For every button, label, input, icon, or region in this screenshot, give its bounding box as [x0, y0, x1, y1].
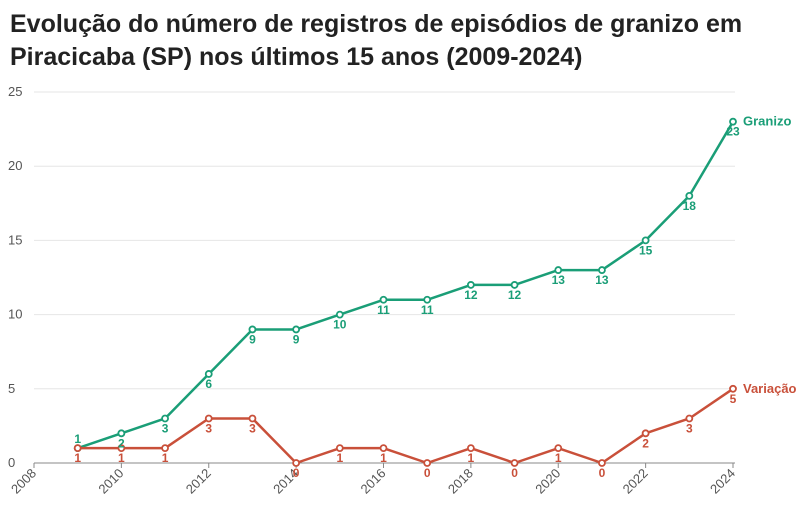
y-tick-label: 25: [8, 84, 22, 99]
data-label: 12: [508, 288, 522, 302]
data-label: 23: [726, 125, 740, 139]
data-point: [117, 444, 126, 453]
grid: [34, 91, 735, 390]
series-line-granizo: [77, 121, 735, 450]
data-label: 13: [552, 273, 566, 287]
data-label: 1: [555, 451, 562, 465]
data-point: [204, 414, 213, 423]
y-tick-label: 5: [8, 381, 15, 396]
data-point: [161, 414, 169, 423]
legend-label: Granizo: [743, 114, 791, 129]
data-point: [510, 459, 519, 467]
data-point: [729, 384, 737, 393]
data-label: 1: [162, 451, 169, 465]
data-label: 1: [74, 451, 81, 465]
data-point: [379, 295, 388, 304]
data-label: 10: [333, 318, 347, 332]
data-point: [204, 370, 213, 378]
series-line-variacao: [77, 387, 734, 465]
data-label: 1: [336, 451, 343, 465]
data-label: 3: [205, 421, 212, 435]
data-label: 1: [380, 451, 387, 465]
data-label: 18: [683, 199, 697, 213]
data-label: 0: [293, 466, 300, 480]
data-point: [423, 459, 432, 467]
data-label: 3: [249, 421, 256, 435]
data-point: [423, 295, 432, 304]
data-point: [598, 459, 606, 467]
x-tick-label: 2008: [8, 466, 39, 497]
x-tick-label: 2018: [445, 466, 476, 497]
data-point: [292, 459, 301, 467]
x-tick-label: 2020: [532, 466, 563, 497]
data-point: [641, 236, 650, 245]
data-label: 1: [118, 451, 125, 465]
x-tick-label: 2022: [620, 466, 651, 497]
data-point: [248, 325, 257, 334]
x-tick-label: 2016: [358, 466, 389, 497]
chart-title: Evolução do número de registros de episó…: [10, 10, 743, 71]
data-label: 9: [293, 332, 300, 346]
data-label: 0: [424, 466, 431, 480]
data-point: [466, 444, 475, 453]
data-label: 2: [642, 436, 649, 450]
data-point: [335, 310, 344, 319]
x-tick-label: 2010: [95, 466, 126, 497]
data-label: 12: [464, 288, 478, 302]
data-point: [117, 429, 126, 438]
data-point: [641, 429, 650, 438]
series: [73, 117, 737, 467]
data-label: 0: [511, 466, 518, 480]
x-tick-label: 2012: [183, 466, 214, 497]
data-point: [729, 117, 737, 126]
data-label: 15: [639, 243, 653, 257]
data-label: 13: [595, 273, 609, 287]
data-point: [248, 414, 257, 423]
data-point: [685, 191, 694, 200]
data-point: [598, 266, 606, 274]
legend-label: Variação: [743, 381, 797, 396]
data-label: 3: [162, 421, 169, 435]
data-point: [335, 444, 344, 453]
data-point: [510, 281, 519, 289]
data-point: [73, 444, 82, 453]
data-label: 5: [730, 392, 737, 406]
y-tick-label: 15: [8, 232, 22, 247]
data-label: 2: [118, 436, 125, 450]
y-tick-label: 10: [8, 307, 22, 322]
data-point: [379, 444, 388, 453]
data-point: [685, 414, 694, 423]
data-label: 11: [377, 303, 390, 317]
data-point: [161, 444, 169, 453]
data-label: 11: [421, 303, 434, 317]
data-label: 1: [468, 451, 475, 465]
data-point: [554, 444, 563, 453]
data-label: 0: [599, 466, 606, 480]
data-label: 1: [74, 432, 81, 446]
y-tick-label: 20: [8, 158, 22, 173]
data-label: 9: [249, 332, 256, 346]
y-tick-label: 0: [8, 455, 15, 470]
data-label: 6: [205, 377, 212, 391]
data-point: [466, 281, 475, 289]
data-label: 3: [686, 421, 693, 435]
x-tick-label: 2024: [707, 466, 738, 497]
data-point: [292, 325, 301, 334]
data-point: [554, 266, 563, 274]
